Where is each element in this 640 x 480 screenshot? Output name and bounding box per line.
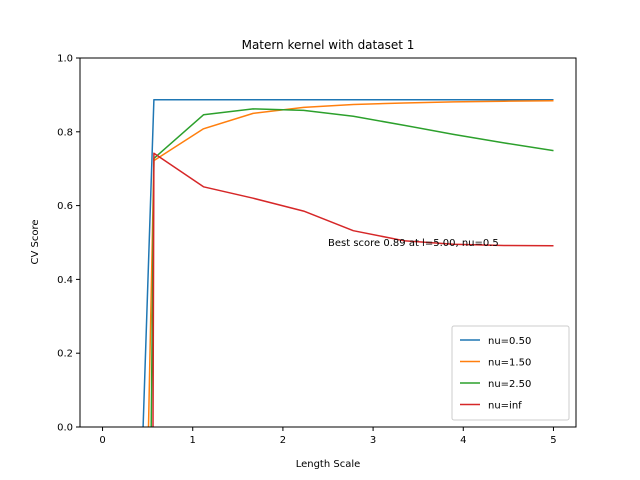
legend-box bbox=[451, 325, 570, 421]
y-tick-label: 1.0 bbox=[57, 54, 73, 65]
y-tick-label: 0.4 bbox=[57, 275, 73, 286]
series-line-2 bbox=[150, 108, 554, 427]
legend-label: nu=1.50 bbox=[488, 358, 531, 369]
y-axis-label: CV Score bbox=[30, 219, 41, 264]
best-score-annotation: Best score 0.89 at l=5.00, nu=0.5 bbox=[328, 238, 499, 249]
y-tick-label: 0.8 bbox=[57, 127, 73, 138]
series-layer bbox=[142, 98, 554, 427]
x-tick-label: 3 bbox=[370, 435, 376, 446]
x-tick-label: 2 bbox=[280, 435, 286, 446]
legend: nu=0.50 nu=1.50 nu=2.50 nu=inf bbox=[451, 325, 570, 421]
legend-label: nu=0.50 bbox=[488, 336, 531, 347]
x-tick-label: 5 bbox=[550, 435, 556, 446]
plot-frame bbox=[79, 57, 577, 428]
x-tick-label: 4 bbox=[460, 435, 466, 446]
y-tick-label: 0.2 bbox=[57, 349, 73, 360]
y-tick-label: 0.0 bbox=[57, 423, 73, 434]
x-tick-label: 0 bbox=[99, 435, 105, 446]
y-tick-label: 0.6 bbox=[57, 201, 73, 212]
x-tick-label: 1 bbox=[190, 435, 196, 446]
series-line-1 bbox=[147, 100, 554, 427]
y-axis: 0.0 0.2 0.4 0.6 0.8 1.0 bbox=[57, 54, 80, 434]
legend-label: nu=2.50 bbox=[488, 379, 531, 390]
x-axis: 0 1 2 3 4 5 bbox=[99, 427, 557, 446]
series-line-0 bbox=[142, 98, 554, 427]
x-axis-label: Length Scale bbox=[296, 459, 361, 470]
chart-title: Matern kernel with dataset 1 bbox=[242, 38, 415, 52]
legend-label: nu=inf bbox=[488, 401, 522, 412]
series-line-3 bbox=[152, 152, 554, 427]
